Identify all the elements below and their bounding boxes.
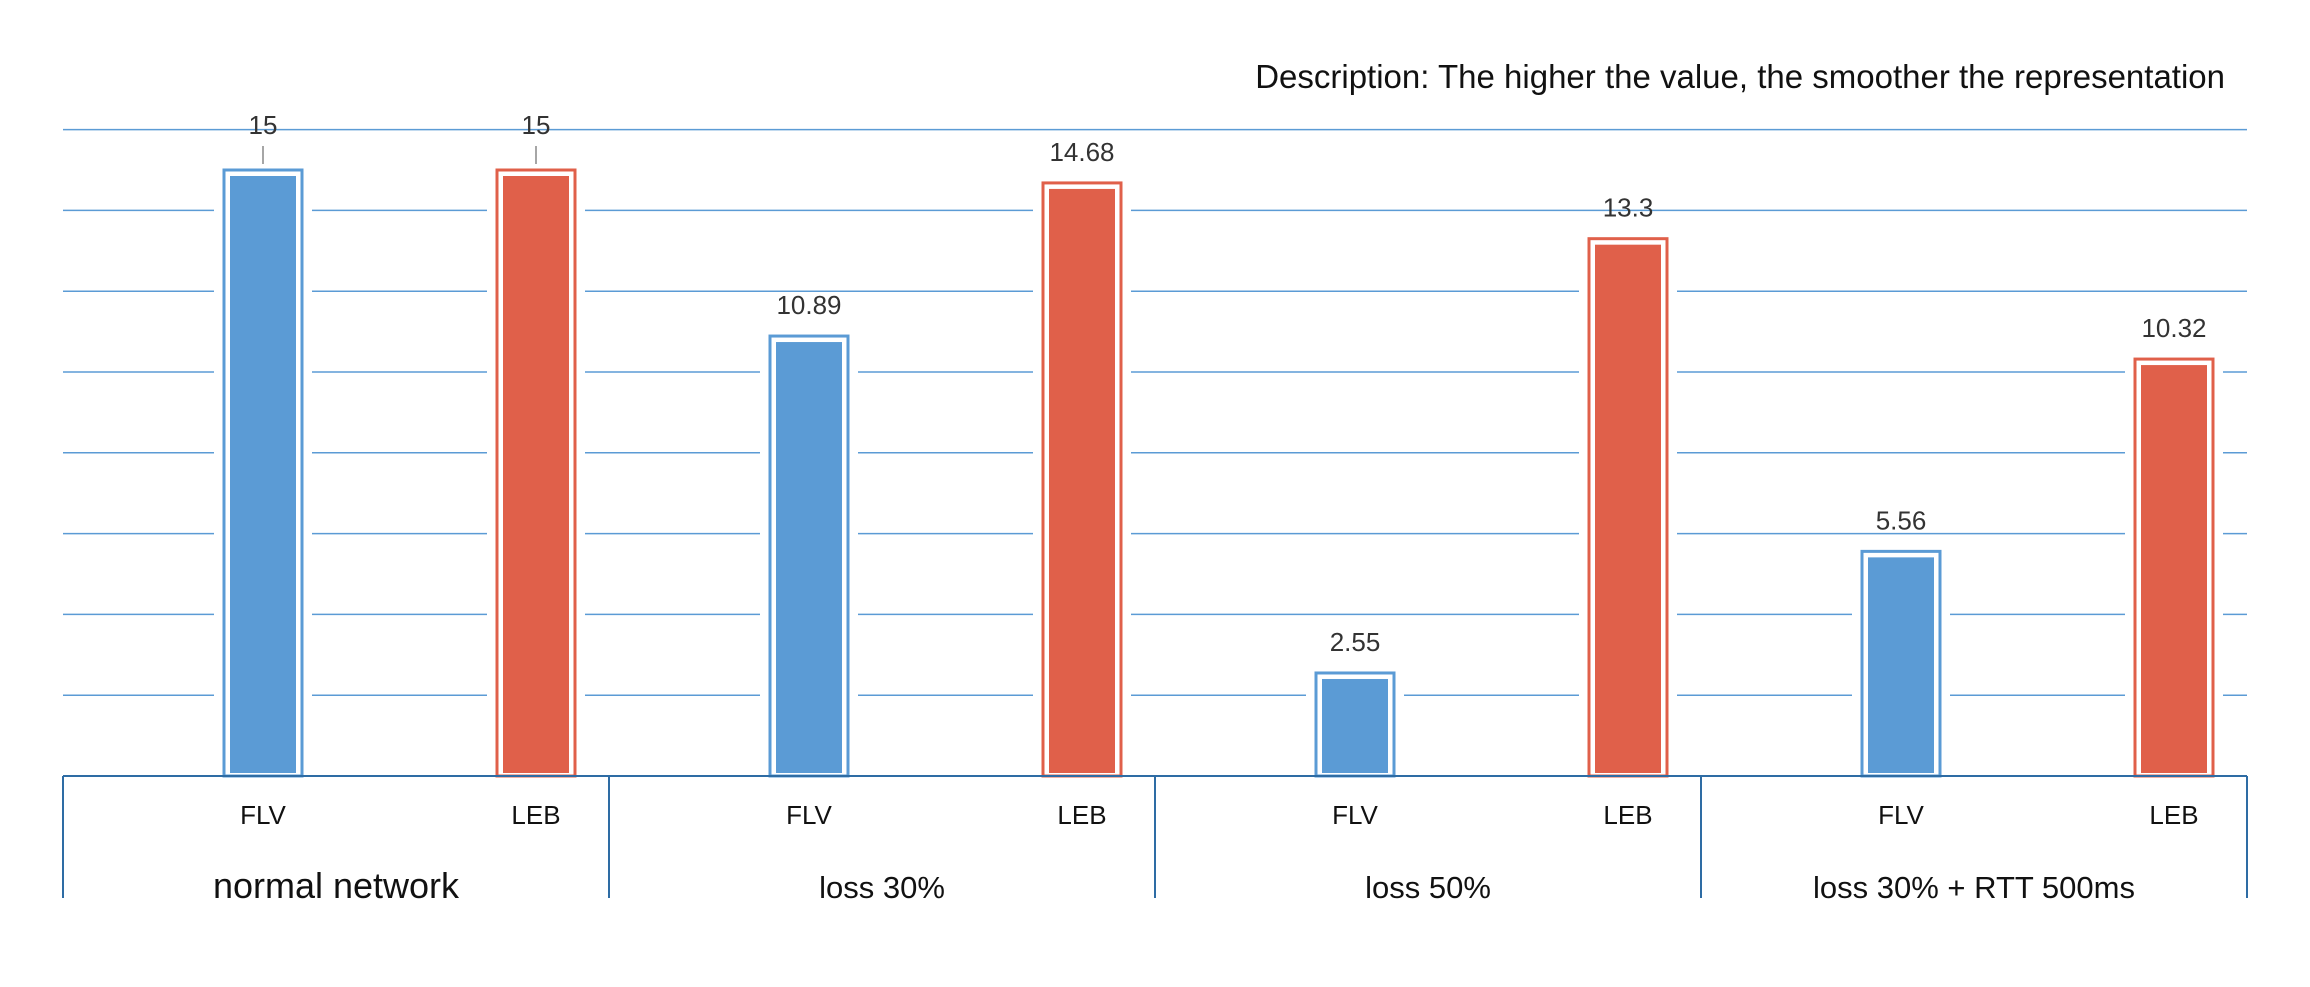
bar-leb bbox=[2141, 365, 2207, 773]
bar-category-label: FLV bbox=[240, 800, 286, 830]
value-label: 2.55 bbox=[1330, 627, 1381, 657]
bar-flv bbox=[230, 176, 296, 773]
bar-flv bbox=[776, 342, 842, 773]
value-label: 15 bbox=[249, 110, 278, 140]
bar-category-label: LEB bbox=[1603, 800, 1652, 830]
value-label: 10.32 bbox=[2141, 313, 2206, 343]
group-label: loss 50% bbox=[1365, 870, 1491, 905]
bars bbox=[214, 160, 2223, 778]
bar-flv bbox=[1322, 678, 1388, 773]
bar-flv bbox=[1868, 557, 1934, 773]
group-label: normal network bbox=[213, 865, 460, 906]
value-label: 13.3 bbox=[1603, 193, 1654, 223]
value-labels: 15 15 10.89 14.68 2.55 13.3 5.56 10.32 bbox=[249, 110, 2207, 657]
group-label: loss 30% bbox=[819, 870, 945, 905]
value-label: 10.89 bbox=[776, 290, 841, 320]
value-label: 15 bbox=[522, 110, 551, 140]
bar-category-label: FLV bbox=[1332, 800, 1378, 830]
bar-category-label: FLV bbox=[786, 800, 832, 830]
x-axis: FLV LEB normal network FLV LEB loss 30% FLV LEB… bbox=[62, 775, 2248, 906]
chart-description: Description: The higher the value, the s… bbox=[1255, 58, 2225, 95]
gridlines bbox=[63, 128, 2247, 696]
bar-leb bbox=[1049, 188, 1115, 774]
bar-category-label: LEB bbox=[511, 800, 560, 830]
group-label: loss 30% + RTT 500ms bbox=[1813, 870, 2135, 905]
bar-category-label: FLV bbox=[1878, 800, 1924, 830]
value-label: 14.68 bbox=[1049, 137, 1114, 167]
bar-leb bbox=[503, 176, 569, 773]
bar-leb bbox=[1595, 244, 1661, 773]
bar-category-label: LEB bbox=[1057, 800, 1106, 830]
value-label: 5.56 bbox=[1876, 505, 1927, 535]
bar-category-label: LEB bbox=[2149, 800, 2198, 830]
